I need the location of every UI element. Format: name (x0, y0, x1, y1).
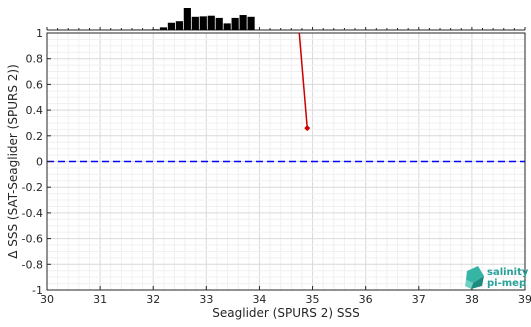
series (298, 32, 311, 132)
y-tick-label: 0.2 (26, 130, 44, 143)
x-tick-label: 38 (465, 293, 479, 306)
x-axis-ticks: 30 31 32 33 34 35 36 37 38 39 (40, 286, 531, 306)
x-tick-label: 36 (359, 293, 373, 306)
histogram (46, 8, 526, 31)
x-tick-label: 34 (252, 293, 266, 306)
y-tick-label: 0.8 (26, 53, 44, 66)
histogram-bar (231, 17, 239, 30)
y-axis-ticks: 1 0.8 0.6 0.4 0.2 0 -0.2 -0.4 -0.6 -0.8 -1 (22, 27, 51, 297)
y-tick-label: -0.4 (22, 207, 43, 220)
histogram-bar (183, 8, 191, 30)
histogram-bar (239, 15, 247, 30)
y-tick-label: -0.2 (22, 181, 43, 194)
x-tick-label: 32 (146, 293, 160, 306)
histogram-bar (247, 16, 255, 30)
y-tick-label: 1 (36, 27, 43, 40)
series-line (298, 32, 308, 129)
y-tick-label: -0.8 (22, 258, 43, 271)
histogram-bar (191, 16, 199, 30)
histogram-bar (207, 15, 215, 30)
histogram-bar (167, 22, 175, 30)
y-tick-label: 0 (36, 156, 43, 169)
y-tick-label: -0.6 (22, 233, 43, 246)
histogram-bar (223, 23, 231, 30)
y-tick-label: 0.6 (26, 78, 44, 91)
x-tick-label: 35 (306, 293, 320, 306)
x-tick-label: 39 (518, 293, 531, 306)
salinity-pimep-logo: salinity pi-mep (465, 266, 529, 289)
logo-mark-icon (465, 266, 484, 289)
x-tick-label: 31 (93, 293, 107, 306)
series-marker (304, 125, 311, 132)
logo-text-line2: pi-mep (487, 278, 526, 289)
logo-text-line1: salinity (487, 267, 529, 278)
x-tick-label: 30 (40, 293, 54, 306)
histogram-bar (175, 21, 183, 30)
x-tick-label: 33 (199, 293, 213, 306)
histogram-bar (159, 27, 168, 30)
histogram-bar (215, 17, 223, 30)
y-tick-label: 0.4 (26, 104, 44, 117)
x-tick-label: 37 (412, 293, 426, 306)
x-axis-title: Seaglider (SPURS 2) SSS (212, 306, 359, 320)
y-axis-title: Δ SSS (SAT-Seaglider (SPURS 2)) (6, 64, 20, 259)
y-tick-label: -1 (32, 284, 43, 297)
histogram-bar (199, 16, 207, 30)
histogram-bar (151, 29, 160, 30)
